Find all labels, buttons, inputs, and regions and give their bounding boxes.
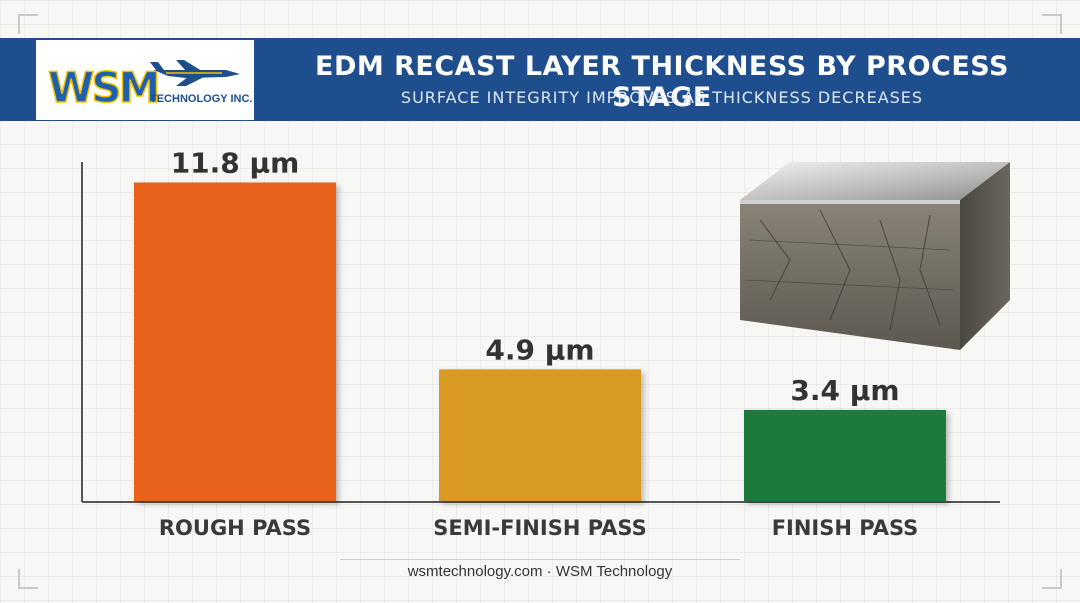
category-label: ROUGH PASS [159, 516, 311, 540]
jet-icon [150, 60, 240, 86]
bar-semi-finish-pass [439, 369, 641, 501]
corner-mark-bottom-right [1042, 569, 1062, 589]
bar-rough-pass [134, 182, 336, 501]
bar-value-label: 11.8 µm [171, 146, 300, 179]
corner-mark-top-left [18, 14, 38, 34]
logo-brand-text: WSM [48, 63, 157, 112]
bar-value-label: 3.4 µm [790, 374, 899, 407]
bar-value-label: 4.9 µm [485, 333, 594, 366]
category-label: SEMI-FINISH PASS [433, 516, 646, 540]
bars-group: 11.8 µm ROUGH PASS 4.9 µm SEMI-FINISH PASS 3… [134, 146, 946, 540]
company-logo: WSM TECHNOLOGY INC. [36, 40, 254, 120]
category-label: FINISH PASS [772, 516, 919, 540]
logo-graphic: WSM TECHNOLOGY INC. [47, 60, 252, 113]
page-title: EDM RECAST LAYER THICKNESS BY PROCESS ST… [315, 51, 1009, 113]
page-subtitle: SURFACE INTEGRITY IMPROVES AS THICKNESS … [400, 88, 924, 107]
logo-tagline: TECHNOLOGY INC. [150, 93, 252, 105]
corner-mark-top-right [1042, 14, 1062, 34]
bar-finish-pass [744, 409, 946, 501]
corner-mark-bottom-left [18, 569, 38, 589]
metal-block-illustration [740, 162, 1010, 350]
footer-source: wsmtechnology.com · WSM Technology [407, 563, 673, 580]
footer-divider [340, 559, 740, 560]
